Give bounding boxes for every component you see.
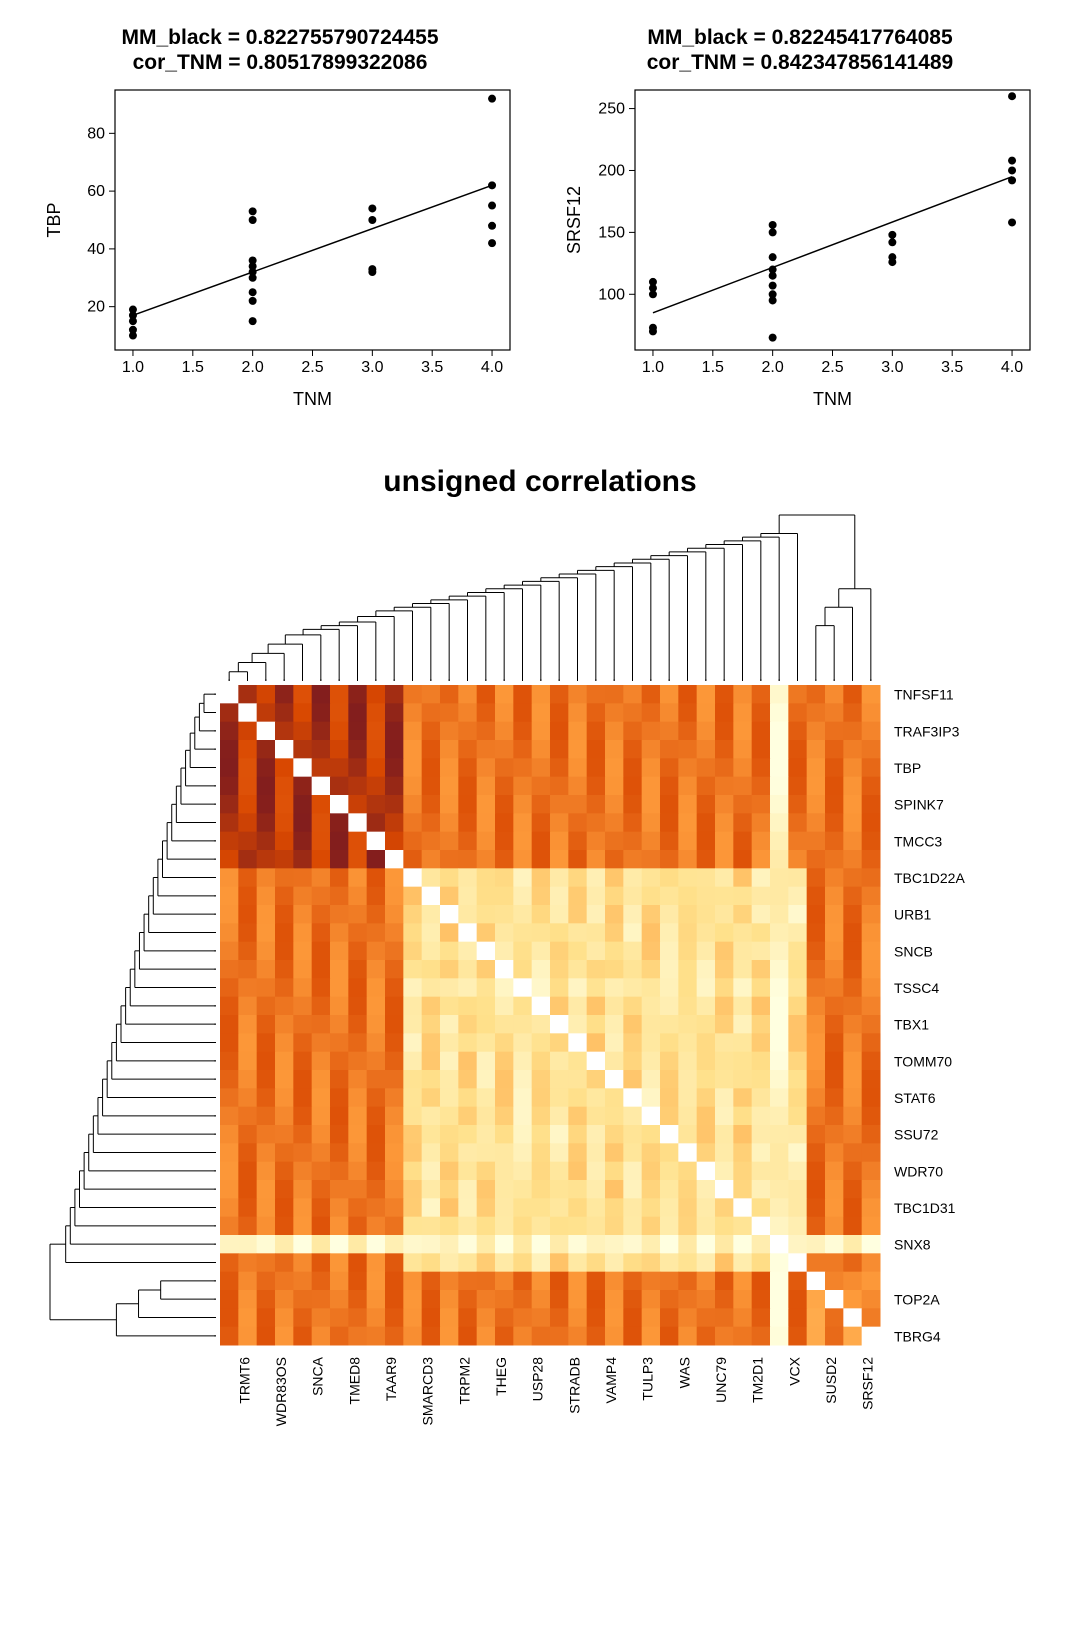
svg-text:USP28: USP28 bbox=[530, 1357, 546, 1402]
svg-text:4.0: 4.0 bbox=[481, 359, 503, 376]
svg-text:SNCB: SNCB bbox=[894, 943, 933, 959]
svg-text:WDR83OS: WDR83OS bbox=[273, 1357, 289, 1426]
svg-text:WDR70: WDR70 bbox=[894, 1163, 943, 1179]
svg-text:SUSD2: SUSD2 bbox=[823, 1357, 839, 1404]
svg-text:TSSC4: TSSC4 bbox=[894, 980, 939, 996]
svg-text:SSU72: SSU72 bbox=[894, 1127, 939, 1143]
svg-text:100: 100 bbox=[598, 286, 625, 303]
svg-text:SRSF12: SRSF12 bbox=[564, 186, 584, 254]
svg-text:TBC1D22A: TBC1D22A bbox=[894, 870, 965, 886]
heatmap-svg: unsigned correlations TNFSF11 TRAF3IP3 TBP S… bbox=[20, 455, 1060, 1635]
svg-text:TRPM2: TRPM2 bbox=[456, 1357, 472, 1405]
svg-text:MM_black = 0.82245417764085: MM_black = 0.82245417764085 bbox=[647, 26, 953, 49]
svg-text:STRADB: STRADB bbox=[566, 1357, 582, 1414]
svg-text:2.5: 2.5 bbox=[821, 359, 843, 376]
svg-text:2.0: 2.0 bbox=[762, 359, 784, 376]
svg-text:3.0: 3.0 bbox=[881, 359, 903, 376]
svg-text:cor_TNM = 0.842347856141489: cor_TNM = 0.842347856141489 bbox=[647, 51, 953, 74]
svg-text:TBP: TBP bbox=[44, 202, 64, 237]
svg-text:3.5: 3.5 bbox=[941, 359, 963, 376]
svg-text:3.0: 3.0 bbox=[361, 359, 383, 376]
svg-text:40: 40 bbox=[87, 241, 105, 258]
heatmap-panel: unsigned correlations TNFSF11 TRAF3IP3 TBP S… bbox=[20, 455, 1060, 1640]
svg-text:3.5: 3.5 bbox=[421, 359, 443, 376]
svg-text:250: 250 bbox=[598, 101, 625, 118]
svg-text:200: 200 bbox=[598, 162, 625, 179]
svg-text:TOP2A: TOP2A bbox=[894, 1292, 940, 1308]
svg-text:TAAR9: TAAR9 bbox=[383, 1357, 399, 1401]
svg-text:TMED8: TMED8 bbox=[346, 1357, 362, 1405]
svg-text:STAT6: STAT6 bbox=[894, 1090, 936, 1106]
svg-text:TRMT6: TRMT6 bbox=[236, 1357, 252, 1404]
svg-text:TBX1: TBX1 bbox=[894, 1017, 929, 1033]
svg-text:SMARCD3: SMARCD3 bbox=[420, 1357, 436, 1426]
svg-text:TNM: TNM bbox=[813, 389, 852, 409]
svg-text:TOMM70: TOMM70 bbox=[894, 1053, 952, 1069]
svg-text:SRSF12: SRSF12 bbox=[860, 1357, 876, 1410]
svg-text:unsigned correlations: unsigned correlations bbox=[383, 465, 696, 498]
svg-text:20: 20 bbox=[87, 299, 105, 316]
svg-text:TBC1D31: TBC1D31 bbox=[894, 1200, 956, 1216]
svg-text:UNC79: UNC79 bbox=[713, 1357, 729, 1403]
svg-text:THEG: THEG bbox=[493, 1357, 509, 1396]
svg-text:TRAF3IP3: TRAF3IP3 bbox=[894, 723, 960, 739]
svg-text:80: 80 bbox=[87, 125, 105, 142]
svg-text:TMCC3: TMCC3 bbox=[894, 833, 942, 849]
svg-text:TULP3: TULP3 bbox=[640, 1357, 656, 1401]
svg-text:1.0: 1.0 bbox=[122, 359, 144, 376]
svg-text:cor_TNM = 0.80517899322086: cor_TNM = 0.80517899322086 bbox=[133, 51, 428, 74]
svg-text:MM_black = 0.822755790724455: MM_black = 0.822755790724455 bbox=[122, 26, 439, 49]
svg-text:TBRG4: TBRG4 bbox=[894, 1328, 941, 1344]
svg-text:2.5: 2.5 bbox=[301, 359, 323, 376]
svg-text:1.0: 1.0 bbox=[642, 359, 664, 376]
svg-text:1.5: 1.5 bbox=[182, 359, 204, 376]
scatter-left-panel: MM_black = 0.822755790724455cor_TNM = 0.… bbox=[40, 20, 520, 425]
scatter-left-svg: MM_black = 0.822755790724455cor_TNM = 0.… bbox=[40, 20, 520, 420]
svg-text:VCX: VCX bbox=[786, 1356, 802, 1385]
svg-text:150: 150 bbox=[598, 224, 625, 241]
scatter-right-panel: MM_black = 0.82245417764085cor_TNM = 0.8… bbox=[560, 20, 1040, 425]
svg-text:TBP: TBP bbox=[894, 760, 921, 776]
svg-text:TNFSF11: TNFSF11 bbox=[894, 687, 954, 703]
svg-text:60: 60 bbox=[87, 183, 105, 200]
svg-text:WAS: WAS bbox=[676, 1357, 692, 1388]
svg-text:SNX8: SNX8 bbox=[894, 1237, 931, 1253]
svg-text:SPINK7: SPINK7 bbox=[894, 797, 944, 813]
svg-text:VAMP4: VAMP4 bbox=[603, 1357, 619, 1404]
svg-text:TNM: TNM bbox=[293, 389, 332, 409]
svg-text:SNCA: SNCA bbox=[310, 1356, 326, 1396]
svg-text:TM2D1: TM2D1 bbox=[750, 1357, 766, 1403]
scatter-right-svg: MM_black = 0.82245417764085cor_TNM = 0.8… bbox=[560, 20, 1040, 420]
svg-text:URB1: URB1 bbox=[894, 907, 932, 923]
svg-text:1.5: 1.5 bbox=[702, 359, 724, 376]
svg-text:2.0: 2.0 bbox=[242, 359, 264, 376]
svg-text:4.0: 4.0 bbox=[1001, 359, 1023, 376]
